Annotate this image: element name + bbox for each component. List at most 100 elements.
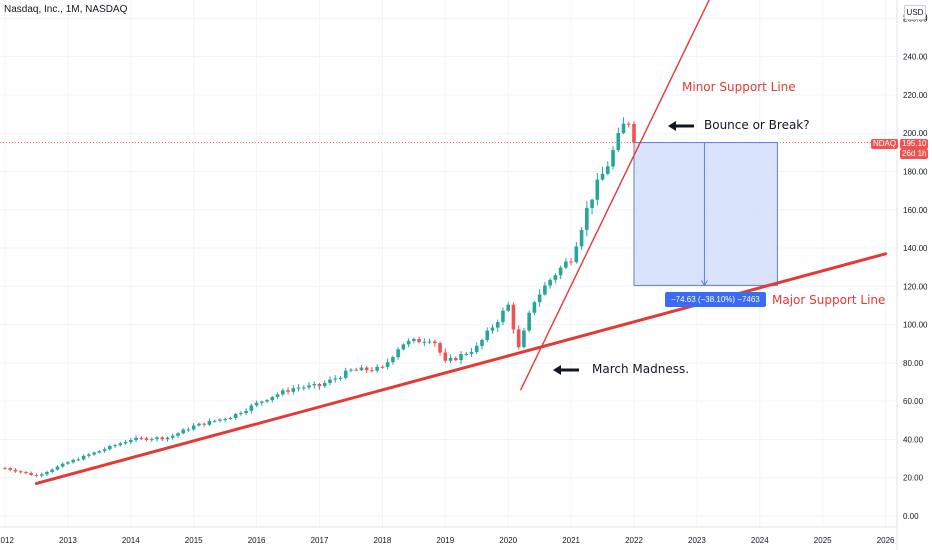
candle-body [291,388,296,392]
candle-body [485,330,490,341]
candle-body [616,133,621,151]
candle-body [564,261,568,268]
candle-body [626,123,631,125]
candle-body [532,302,537,313]
candle-body [191,425,196,430]
candle-body [469,352,474,354]
candle-body [621,123,626,134]
candle-body [244,410,248,414]
candle-body [270,396,275,401]
x-tick-label: 2023 [688,536,706,545]
candle-body [102,449,107,452]
candle-body [585,207,589,230]
candle-body [385,362,390,367]
candle-body [239,413,243,415]
candle-body [45,471,49,475]
y-tick-label: 180.00 [903,167,928,176]
y-tick-label: 0.00 [903,512,919,521]
y-tick-label: 240.00 [903,53,928,62]
candle-body [375,366,379,371]
candle-body [490,327,495,331]
candle-body [595,179,600,200]
candle-body [34,474,39,476]
x-tick-label: 2019 [436,536,454,545]
candle-body [207,420,212,425]
candle-body [265,400,269,402]
measure-arrowhead [701,280,708,287]
candle-body [516,329,521,348]
candle-body [569,261,573,263]
candle-body [443,352,448,361]
minor-support-label: Minor Support Line [682,80,796,94]
candle-body [24,472,28,474]
candle-body [464,353,469,355]
candle-body [218,419,222,421]
candle-body [543,285,547,295]
candle-body [401,344,406,350]
candle-body [349,369,353,371]
candle-body [417,338,421,343]
candle-body [66,462,70,464]
candle-body [81,455,86,460]
march-label: March Madness. [592,362,690,376]
candle-body [495,322,500,328]
candle-body [39,474,44,476]
candle-body [506,304,510,311]
candle-body [359,367,364,371]
candle-body [233,413,238,419]
candle-body [448,357,453,361]
candle-body [181,429,186,434]
major-support-label: Major Support Line [772,293,886,307]
candle-body [176,433,180,436]
candle-body [76,459,81,461]
candle-body [8,468,13,470]
candle-body [427,341,432,343]
candle-body [354,369,358,371]
candle-body [511,304,516,330]
currency-button[interactable]: USD [904,5,926,20]
candle-body [286,390,290,392]
x-tick-label: 2012 [0,536,14,545]
candle-body [50,469,54,472]
candle-body [254,402,259,406]
candle-body [281,390,285,395]
measure-label: −74.63 (−38.10%) −7463 [665,292,766,307]
candle-body [433,341,437,344]
candle-body [87,454,91,456]
x-tick-label: 2020 [499,536,517,545]
candle-body [155,437,159,440]
x-tick-label: 2016 [248,536,266,545]
candle-body [260,401,264,403]
candle-body [139,437,144,439]
candle-body [165,437,170,440]
candle-body [160,437,165,440]
candle-body [97,451,102,453]
y-tick-label: 200.00 [903,129,928,138]
candle-body [343,370,348,378]
candle-body [548,279,552,286]
candle-body [412,338,416,341]
annotation-arrows [553,121,694,375]
candle-body [522,330,526,348]
y-tick-label: 20.00 [903,474,924,483]
candle-body [406,340,411,345]
candle-body [186,429,191,431]
x-tick-label: 2021 [562,536,580,545]
candle-body [537,294,542,303]
candle-body [501,310,505,323]
candle-body [228,418,233,420]
candle-body [322,383,327,387]
candle-body [396,349,400,358]
candle-body [453,357,458,361]
x-tick-label: 2018 [374,536,392,545]
candle-body [364,367,369,371]
candle-body [212,420,217,422]
march-arrow-head [553,365,561,375]
candle-body [317,384,322,387]
y-tick-label: 220.00 [903,91,928,100]
y-tick-label: 120.00 [903,282,928,291]
candle-body [129,440,133,443]
candle-body [55,466,60,470]
